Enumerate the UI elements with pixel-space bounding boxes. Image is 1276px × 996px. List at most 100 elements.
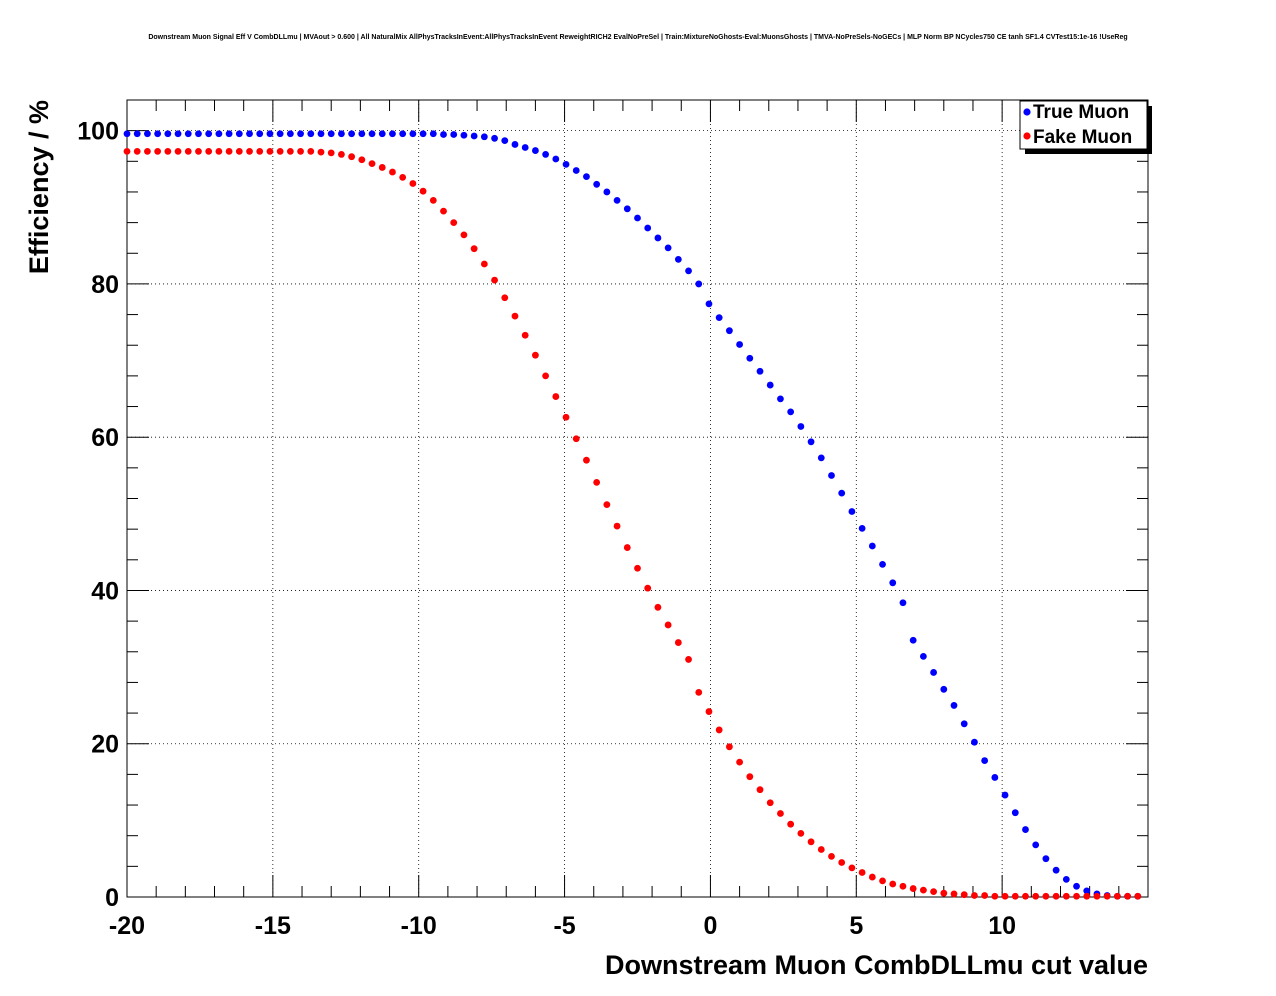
data-point [593,479,601,486]
legend-label-true-muon: True Muon [1033,102,1129,123]
data-point [184,147,192,155]
data-point [542,372,550,380]
data-point [634,564,641,572]
data-point [777,810,784,817]
data-point [705,708,713,715]
data-point [286,147,294,155]
data-point [858,869,866,876]
data-point [164,147,172,155]
data-point [644,224,652,232]
data-point [440,207,447,215]
data-point [562,413,570,421]
data-point [409,130,417,138]
data-point [195,130,202,138]
data-point [685,267,692,275]
data-point [368,160,376,168]
data-point [215,130,223,138]
data-point [705,300,713,308]
data-point [1083,887,1091,895]
data-point [450,219,458,227]
data-point [123,130,131,138]
data-point [950,702,958,709]
data-point [276,147,284,155]
data-point [225,147,233,155]
data-point [1042,892,1050,900]
y-axis-title: Efficiency / % [24,100,54,274]
data-point [572,435,580,443]
data-point [480,133,488,141]
data-point [817,454,825,462]
data-point [184,130,192,138]
data-point [603,501,611,509]
data-point [480,260,488,268]
data-point [909,885,917,892]
data-point [623,205,631,213]
data-point [634,214,641,222]
data-point [378,164,386,171]
y-tick-label: 0 [105,884,119,912]
data-point [348,153,356,161]
data-point [256,130,264,138]
data-point [1093,892,1101,900]
data-point [960,891,968,899]
y-tick-label: 80 [91,271,119,299]
data-point [797,423,805,430]
data-point [807,838,815,846]
data-point [164,130,172,138]
data-point [858,524,866,532]
data-point [235,130,243,138]
data-point [205,147,213,155]
data-point [1032,841,1040,849]
data-point [848,508,856,515]
data-point [797,829,805,837]
data-point [205,130,213,138]
data-point [542,151,550,158]
legend-marker-true-muon [1023,108,1031,116]
data-point [981,757,989,764]
data-point [450,131,458,138]
data-point [930,888,937,896]
data-point [368,130,376,138]
data-point [338,151,345,158]
data-point [440,131,447,138]
data-point [552,393,560,400]
data-point [225,130,233,138]
data-point [1062,875,1070,883]
data-point [256,147,264,155]
data-point [787,820,795,828]
data-point [695,280,703,288]
data-point [276,130,284,138]
data-point [838,489,846,497]
data-point [491,134,498,142]
data-point [654,603,662,611]
data-point [1052,866,1060,874]
data-point [195,147,202,155]
data-point [756,367,764,375]
grid [127,100,1148,897]
data-point [674,256,682,263]
data-point [491,276,498,284]
legend-marker-fake-muon [1023,132,1031,140]
data-point [429,196,437,204]
page-title: Downstream Muon Signal Eff V CombDLLmu |… [148,34,1128,41]
series-true-muon [123,130,1142,900]
data-point [144,147,151,155]
x-tick-label: 10 [988,912,1016,940]
x-tick-label: -5 [553,912,575,940]
y-tick-label: 60 [91,424,119,452]
data-point [389,168,396,176]
data-point [930,669,937,676]
data-point [1022,826,1029,833]
y-tick-label: 40 [91,577,119,605]
data-point [685,656,692,663]
data-point [919,652,927,660]
data-point [868,542,876,550]
data-point [1032,892,1040,900]
data-point [909,636,917,644]
data-point [419,187,427,195]
plot-frame [126,99,1149,898]
data-point [532,147,539,154]
data-point [1073,892,1080,900]
